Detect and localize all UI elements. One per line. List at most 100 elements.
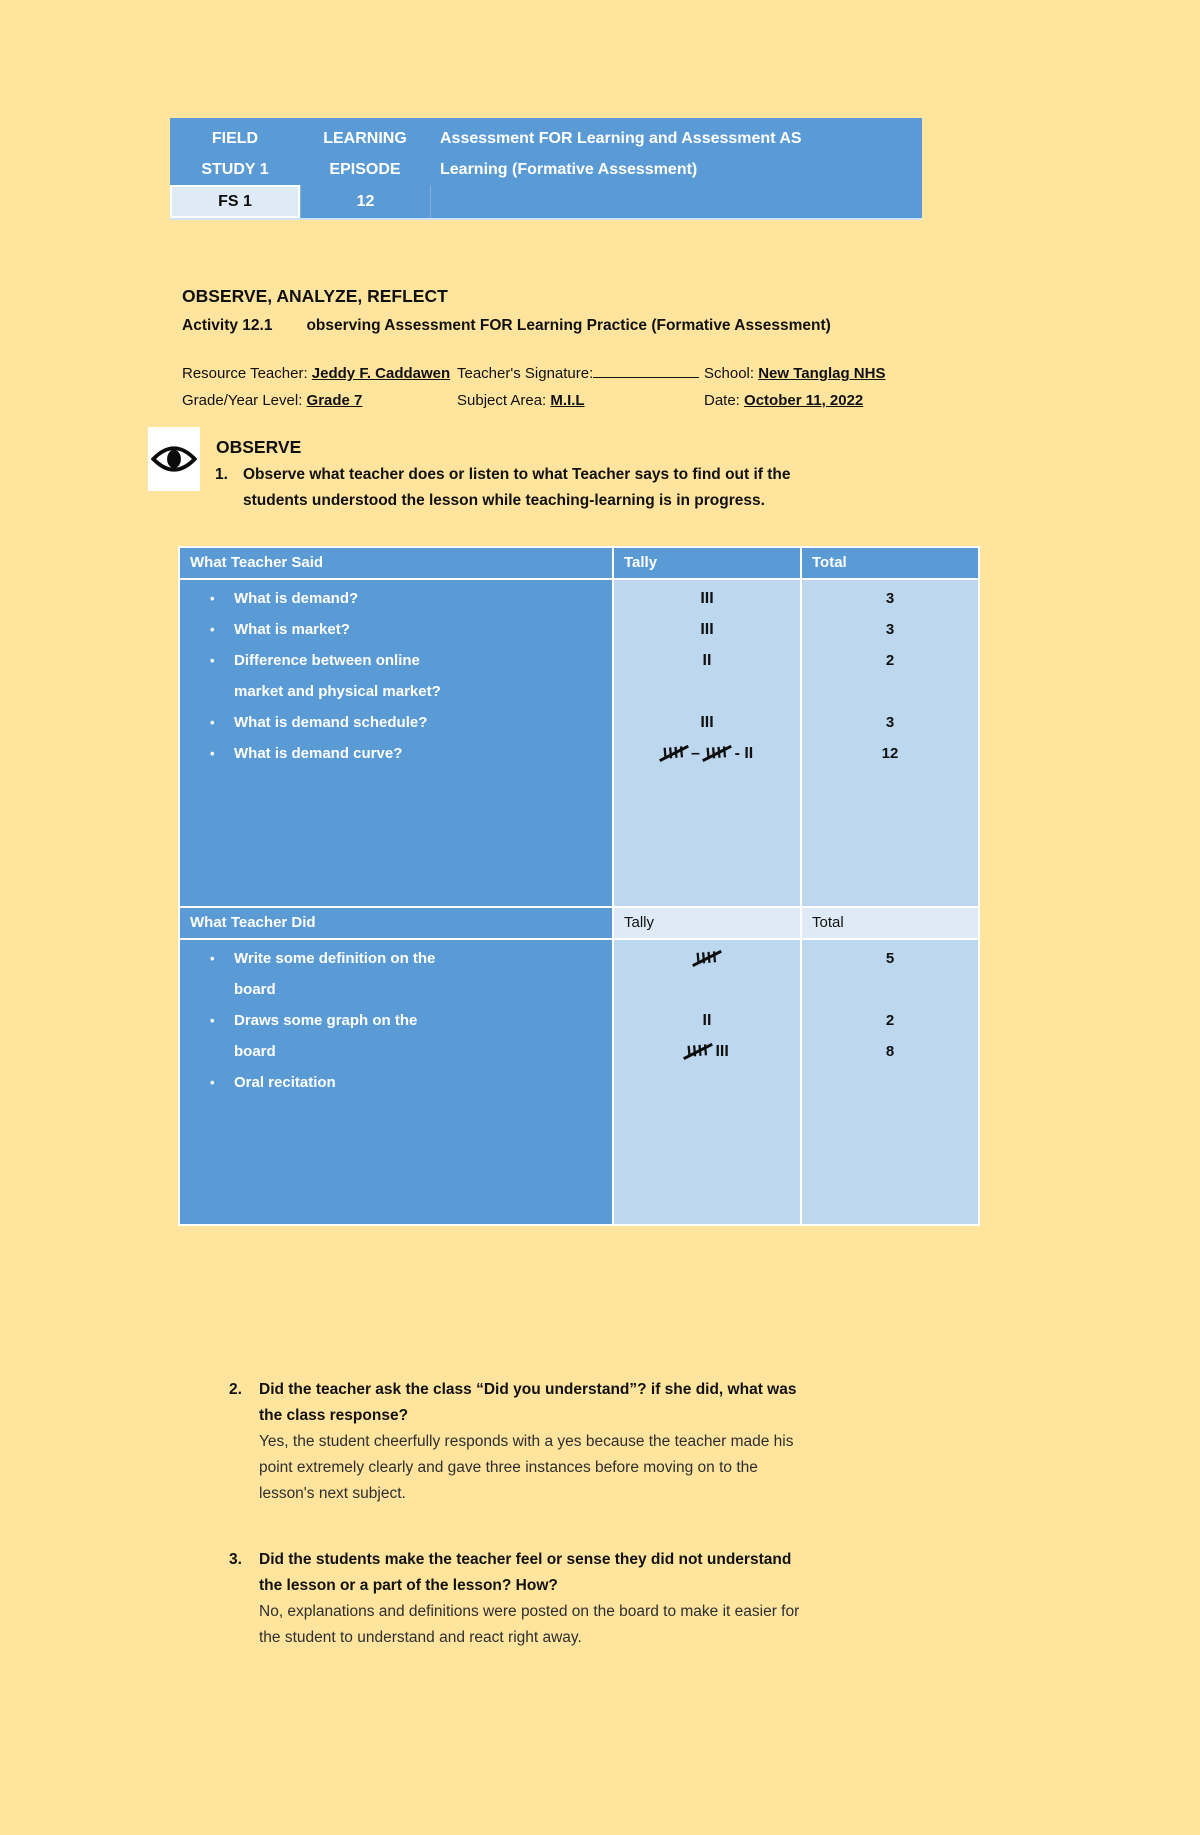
- fs-code-cell: FS 1: [170, 185, 300, 218]
- episode-title-line1: Assessment FOR Learning and Assessment A…: [440, 130, 802, 147]
- col-header-what-teacher-did: What Teacher Did: [180, 908, 612, 938]
- eye-icon-svg: [151, 446, 197, 472]
- line: point extremely clearly and gave three i…: [259, 1459, 758, 1476]
- field-study-cell: FIELD STUDY 1: [170, 118, 300, 185]
- list-item-label: What is demand?: [234, 590, 359, 607]
- bullet-icon: •: [210, 653, 215, 668]
- learning-episode-cell: LEARNING EPISODE: [300, 118, 430, 185]
- line: 3: [885, 590, 895, 607]
- question-1-number: 1.: [215, 466, 228, 483]
- question-2-text: Did the teacher ask the class “Did you u…: [259, 1377, 796, 1429]
- tally-line: IIII III: [614, 1036, 800, 1067]
- list-item: board: [180, 1036, 612, 1067]
- line: [802, 1067, 978, 1098]
- line: Yes, the student cheerfully responds wit…: [259, 1433, 794, 1450]
- school-value: New Tanglag NHS: [758, 365, 886, 382]
- list-item-label: Write some definition on the: [234, 950, 436, 967]
- tally-line: [614, 676, 800, 707]
- line: the lesson or a part of the lesson? How?: [259, 1577, 558, 1594]
- date-label: Date:: [704, 392, 740, 409]
- col-header-total-1: Total: [802, 548, 978, 578]
- tally-line: [614, 1067, 800, 1098]
- bullet-icon: •: [210, 622, 215, 637]
- list-item: • Draws some graph on the: [180, 1005, 612, 1036]
- did-items-cell: • Write some definition on the board • Draws…: [180, 940, 612, 1224]
- line: No, explanations and definitions were po…: [259, 1603, 800, 1620]
- did-total-cell: 5 2 8: [802, 940, 978, 1224]
- bullet-icon: •: [210, 715, 215, 730]
- tally-line: III: [700, 621, 714, 638]
- bullet-icon: •: [210, 591, 215, 606]
- header-table: FIELD STUDY 1 LEARNING EPISODE Assessmen…: [170, 118, 922, 220]
- list-item: • What is market?: [180, 614, 612, 645]
- school-field: School: New Tanglag NHS: [704, 360, 942, 387]
- tally-five-strike-icon: IIII: [684, 1035, 712, 1068]
- list-item-label: What is demand curve?: [234, 745, 403, 762]
- list-item: board: [180, 974, 612, 1005]
- tally-line: III: [700, 590, 714, 607]
- did-tally-cell: IIII II IIII III: [614, 940, 800, 1224]
- question-3: 3. Did the students make the teacher fee…: [229, 1547, 1074, 1651]
- bullet-icon: [210, 974, 234, 1005]
- date-value: October 11, 2022: [744, 392, 864, 409]
- line: the class response?: [259, 1407, 409, 1424]
- grade-field: Grade/Year Level: Grade 7: [182, 387, 457, 414]
- question-3-number: 3.: [229, 1551, 242, 1568]
- resource-teacher-value: Jeddy F. Caddawen: [311, 365, 451, 382]
- bullet-icon: •: [210, 1075, 215, 1090]
- learning-episode-line2: EPISODE: [329, 161, 401, 178]
- episode-title-cell: Assessment FOR Learning and Assessment A…: [430, 118, 922, 185]
- field-study-line2: STUDY 1: [201, 161, 269, 178]
- signature-label: Teacher's Signature:: [457, 365, 594, 382]
- line: the student to understand and react righ…: [259, 1629, 582, 1646]
- tally-line: II: [702, 652, 712, 669]
- info-block: Resource Teacher: Jeddy F. Caddawen Teac…: [182, 360, 942, 414]
- subject-label: Subject Area:: [457, 392, 547, 409]
- question-3-text: Did the students make the teacher feel o…: [259, 1547, 799, 1599]
- list-item-label: What is market?: [234, 621, 350, 638]
- bullet-icon: [210, 1036, 234, 1067]
- line: [802, 676, 978, 707]
- list-item-label: Difference between online: [234, 652, 420, 669]
- tally-five-strike-icon: IIII: [703, 737, 731, 770]
- info-row-1: Resource Teacher: Jeddy F. Caddawen Teac…: [182, 360, 942, 387]
- col-header-tally-1: Tally: [614, 548, 800, 578]
- activity-heading: Activity 12.1 observing Assessment FOR Le…: [182, 317, 831, 335]
- said-total-cell: 3 3 2 3 12: [802, 580, 978, 906]
- line: students understood the lesson while tea…: [243, 492, 765, 509]
- list-item: • What is demand schedule?: [180, 707, 612, 738]
- bullet-icon: •: [210, 951, 215, 966]
- activity-label: Activity 12.1: [182, 317, 273, 334]
- date-field: Date: October 11, 2022: [704, 387, 942, 414]
- line: Did the teacher ask the class “Did you u…: [259, 1381, 797, 1398]
- line: Observe what teacher does or listen to w…: [243, 466, 791, 483]
- question-1-text: Observe what teacher does or listen to w…: [243, 462, 791, 514]
- list-item: • Difference between online: [180, 645, 612, 676]
- question-2-answer: Yes, the student cheerfully responds wit…: [259, 1429, 796, 1507]
- line: 5: [885, 950, 895, 967]
- list-item-label: What is demand schedule?: [234, 714, 428, 731]
- bullet-icon: •: [210, 746, 215, 761]
- line: [802, 974, 978, 1005]
- list-item: • Oral recitation: [180, 1067, 612, 1098]
- list-item: • Write some definition on the: [180, 943, 612, 974]
- observe-title: OBSERVE: [216, 437, 302, 457]
- episode-title-line2: Learning (Formative Assessment): [440, 161, 698, 178]
- subject-value: M.I.L: [550, 392, 585, 409]
- said-tally-cell: III III II III IIII – IIII - II: [614, 580, 800, 906]
- question-1: 1. Observe what teacher does or listen t…: [215, 462, 791, 514]
- question-2-number: 2.: [229, 1381, 242, 1398]
- line: Did the students make the teacher feel o…: [259, 1551, 792, 1568]
- bullet-icon: •: [210, 1013, 215, 1028]
- eye-icon: [148, 427, 200, 491]
- question-2-body: Did the teacher ask the class “Did you u…: [259, 1377, 796, 1507]
- info-row-2: Grade/Year Level: Grade 7 Subject Area: …: [182, 387, 942, 414]
- section-heading: OBSERVE, ANALYZE, REFLECT: [182, 286, 448, 306]
- signature-field: Teacher's Signature:: [457, 360, 704, 387]
- line: lesson's next subject.: [259, 1485, 406, 1502]
- tally-five-strike-icon: IIII: [693, 942, 721, 975]
- list-item: • What is demand curve?: [180, 738, 612, 769]
- bullet-icon: [210, 676, 234, 707]
- question-2: 2. Did the teacher ask the class “Did yo…: [229, 1377, 1074, 1507]
- tally-five-strike-icon: IIII: [659, 737, 687, 770]
